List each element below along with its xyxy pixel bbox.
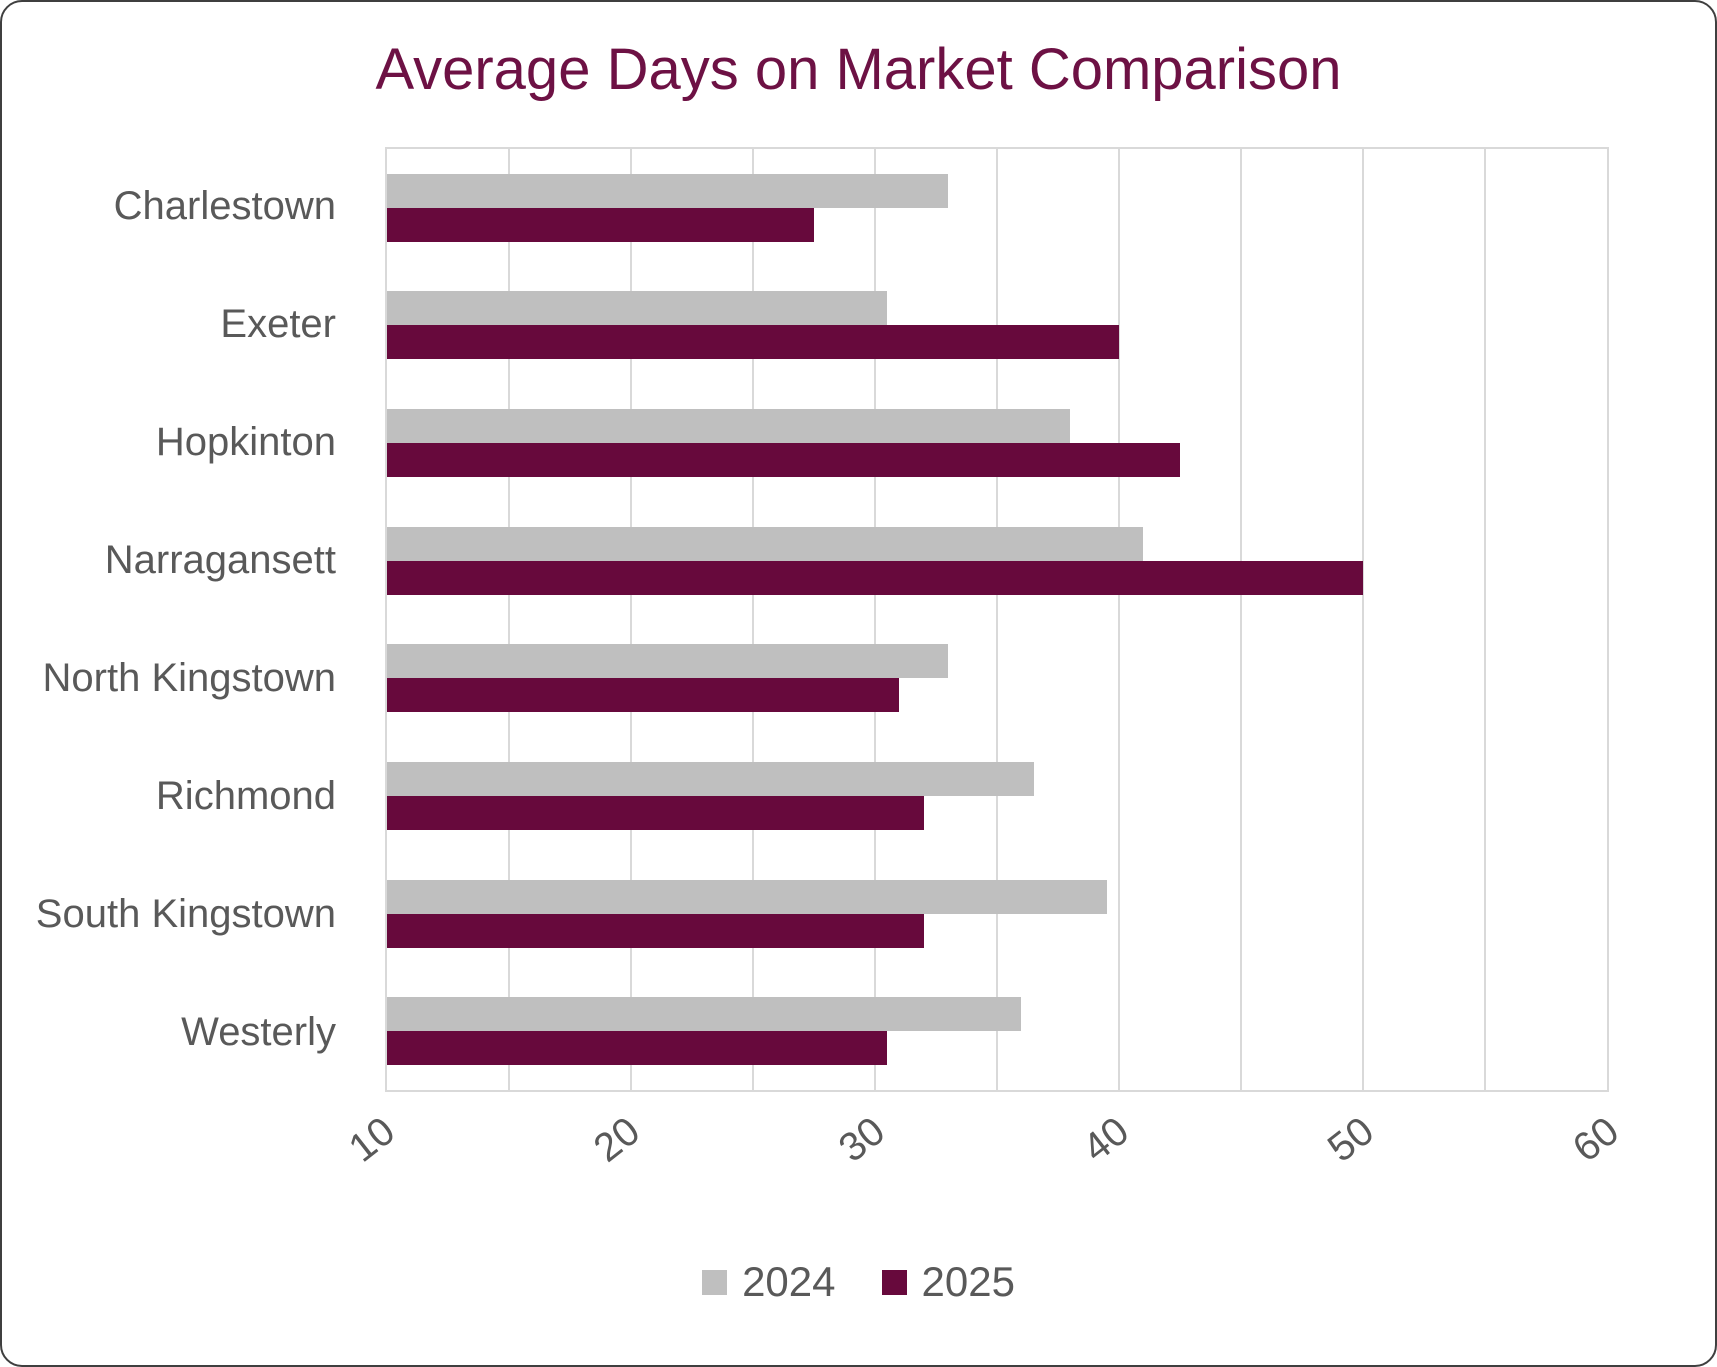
gridline-20: [630, 149, 632, 1090]
x-tick-label-10: 10: [340, 1108, 404, 1171]
category-label-richmond: Richmond: [155, 774, 336, 819]
category-band-north-kingstown: [387, 620, 1607, 738]
category-label-exeter: Exeter: [220, 301, 336, 346]
gridline-50: [1362, 149, 1364, 1090]
x-tick-label-30: 30: [830, 1108, 893, 1171]
legend-swatch-2024: [702, 1269, 728, 1295]
category-band-charlestown: [387, 149, 1607, 267]
legend-item-2024: 2024: [702, 1258, 836, 1306]
x-tick-label-50: 50: [1320, 1108, 1383, 1171]
bar-2024-charlestown: [387, 173, 949, 208]
category-band-westerly: [387, 972, 1607, 1090]
gridline-15: [508, 149, 510, 1090]
bar-2025-north-kingstown: [387, 678, 900, 713]
bar-2024-exeter: [387, 291, 888, 326]
category-band-narragansett: [387, 502, 1607, 620]
category-band-exeter: [387, 267, 1607, 385]
legend-swatch-2025: [881, 1269, 907, 1295]
bar-2025-exeter: [387, 325, 1119, 360]
gridline-25: [752, 149, 754, 1090]
gridline-30: [874, 149, 876, 1090]
category-label-north-kingstown: North Kingstown: [42, 656, 336, 701]
gridline-40: [1118, 149, 1120, 1090]
bar-2025-hopkinton: [387, 443, 1180, 478]
category-label-narragansett: Narragansett: [104, 537, 336, 582]
bar-2024-hopkinton: [387, 409, 1071, 444]
bar-2024-south-kingstown: [387, 879, 1107, 914]
x-tick-label-20: 20: [585, 1108, 648, 1171]
x-tick-label-40: 40: [1075, 1108, 1138, 1171]
chart-title: Average Days on Market Comparison: [375, 37, 1342, 102]
bar-2024-narragansett: [387, 526, 1144, 561]
value-axis: 10 20 30 40 50 60: [341, 1092, 1627, 1222]
bar-2025-westerly: [387, 1031, 888, 1066]
category-band-hopkinton: [387, 384, 1607, 502]
gridline-45: [1240, 149, 1242, 1090]
bar-2024-north-kingstown: [387, 644, 949, 679]
category-label-south-kingstown: South Kingstown: [35, 892, 336, 937]
category-label-hopkinton: Hopkinton: [155, 419, 336, 464]
gridline-35: [996, 149, 998, 1090]
bar-2024-westerly: [387, 997, 1022, 1032]
category-axis: Charlestown Exeter Hopkinton Narragansett No…: [2, 147, 360, 1092]
plot-area: [385, 147, 1609, 1092]
bar-2025-narragansett: [387, 560, 1363, 595]
legend: 2024 2025: [2, 1258, 1715, 1306]
gridline-55: [1484, 149, 1486, 1090]
x-tick-label-60: 60: [1564, 1108, 1628, 1171]
category-band-richmond: [387, 737, 1607, 855]
legend-label-2024: 2024: [742, 1258, 836, 1305]
legend-label-2025: 2025: [921, 1258, 1015, 1305]
legend-item-2025: 2025: [881, 1258, 1015, 1306]
category-label-westerly: Westerly: [181, 1010, 336, 1055]
category-label-charlestown: Charlestown: [113, 183, 336, 228]
bar-2024-richmond: [387, 761, 1034, 796]
bar-2025-south-kingstown: [387, 913, 924, 948]
bar-2025-richmond: [387, 795, 924, 830]
category-band-south-kingstown: [387, 855, 1607, 973]
bar-2025-charlestown: [387, 207, 814, 242]
